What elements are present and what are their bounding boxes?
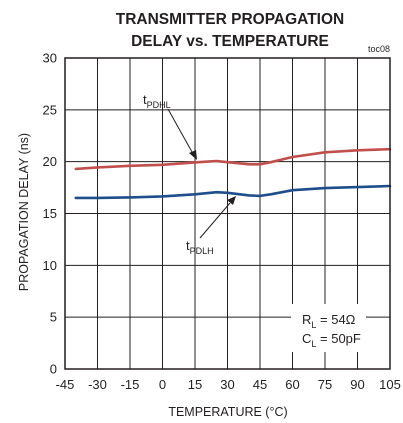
series-line-tpdlh — [74, 184, 392, 200]
x-tick-labels: -45 -30 -15 0 15 30 45 60 75 90 105 — [56, 377, 401, 392]
svg-text:tPDHL: tPDHL — [143, 92, 171, 110]
test-conditions: RL = 54Ω CL = 50pF — [291, 304, 366, 352]
chart-tag: toc08 — [368, 44, 390, 54]
tpdlh-annotation: tPDLH — [186, 196, 236, 256]
series-line-tpdhl — [74, 147, 392, 171]
y-tick-label: 5 — [50, 310, 57, 325]
x-tick-label: 15 — [188, 377, 202, 392]
tpdlh-label-main: t — [186, 238, 190, 253]
rl-condition: RL = 54Ω — [302, 312, 356, 330]
tpdhl-arrowhead — [189, 150, 197, 160]
y-tick-label: 10 — [43, 258, 57, 273]
plot-frame — [64, 57, 391, 370]
tpdlh-label-sub: PDLH — [190, 246, 214, 256]
test-conditions-box — [291, 304, 366, 352]
x-tick-label: 90 — [350, 377, 364, 392]
x-tick-label: -15 — [121, 377, 140, 392]
chart-title-line-2: DELAY vs. TEMPERATURE — [131, 33, 329, 50]
x-tick-label: 60 — [285, 377, 299, 392]
x-tick-label: -30 — [88, 377, 107, 392]
tpdhl-annotation: tPDHL — [143, 92, 197, 160]
series-lines — [74, 147, 392, 200]
x-tick-label: 75 — [318, 377, 332, 392]
y-tick-labels: 0 5 10 15 20 25 30 — [43, 51, 57, 377]
y-tick-label: 20 — [43, 154, 57, 169]
y-tick-label: 30 — [43, 51, 57, 66]
x-axis-label: TEMPERATURE (°C) — [168, 405, 287, 419]
y-axis-label: PROPAGATION DELAY (ns) — [17, 133, 31, 291]
chart-title-line-1: TRANSMITTER PROPAGATION — [116, 11, 344, 28]
tpdhl-label-main: t — [143, 92, 147, 107]
x-tick-label: 0 — [159, 377, 166, 392]
x-tick-label: 30 — [220, 377, 234, 392]
x-tick-label: 105 — [379, 377, 401, 392]
cl-condition: CL = 50pF — [302, 331, 361, 349]
tpdhl-label-sub: PDHL — [147, 100, 171, 110]
x-tick-label: 45 — [253, 377, 267, 392]
tpdlh-leader-line — [199, 202, 231, 239]
y-tick-label: 25 — [43, 102, 57, 117]
x-tick-label: -45 — [56, 377, 75, 392]
svg-text:tPDLH: tPDLH — [186, 238, 214, 256]
y-tick-label: 15 — [43, 206, 57, 221]
tpdhl-leader-line — [167, 108, 193, 153]
tpdlh-arrowhead — [227, 196, 236, 205]
y-tick-label: 0 — [50, 362, 57, 377]
